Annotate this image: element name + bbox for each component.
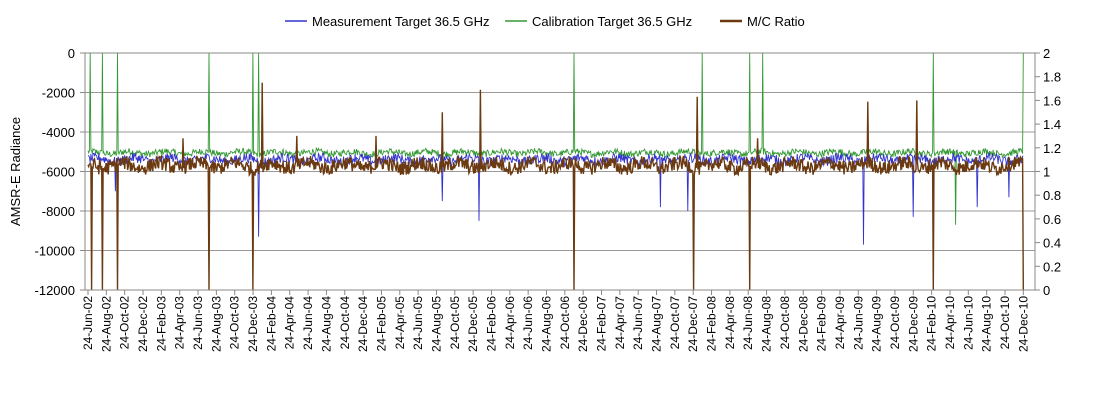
y-tick-label: -12000 (35, 283, 75, 298)
y2-tick-label: 0.8 (1043, 188, 1061, 203)
series-line-2 (87, 82, 1024, 291)
x-tick-label: 24-Aug-07 (650, 296, 664, 352)
x-tick-label: 24-Dec-08 (796, 296, 810, 352)
x-tick-label: 24-Jun-03 (191, 296, 205, 350)
x-tick-label: 24-Apr-04 (283, 296, 297, 350)
y2-tick-label: 1.4 (1043, 117, 1061, 132)
x-tick-label: 24-Dec-05 (466, 296, 480, 352)
x-tick-label: 24-Oct-03 (228, 296, 242, 350)
x-tick-label: 24-Aug-06 (539, 296, 553, 352)
x-tick-label: 24-Dec-06 (576, 296, 590, 352)
x-tick-label: 24-Aug-02 (99, 296, 113, 352)
x-tick-label: 24-Feb-06 (484, 296, 498, 352)
x-tick-label: 24-Dec-03 (246, 296, 260, 352)
x-tick-label: 24-Feb-05 (374, 296, 388, 352)
y-axis-label: AMSR-E Radiance (8, 117, 23, 226)
y2-axis-ticks: 2 1.8 1.6 1.4 1.2 1 0.8 0.6 0.4 0.2 0 (1035, 46, 1061, 298)
x-tick-label: 24-Aug-09 (870, 296, 884, 352)
y2-tick-label: 1.8 (1043, 70, 1061, 85)
legend: Measurement Target 36.5 GHz Calibration T… (285, 14, 805, 29)
y2-tick-label: 0.2 (1043, 259, 1061, 274)
x-tick-label: 24-Dec-04 (356, 296, 370, 352)
legend-label: M/C Ratio (747, 14, 805, 29)
y2-tick-label: 1.6 (1043, 93, 1061, 108)
y2-tick-label: 1 (1043, 165, 1050, 180)
x-tick-label: 24-Aug-04 (319, 296, 333, 352)
x-tick-label: 24-Jun-08 (741, 296, 755, 350)
x-tick-label: 24-Jun-02 (81, 296, 95, 350)
x-tick-label: 24-Aug-08 (760, 296, 774, 352)
legend-label: Measurement Target 36.5 GHz (312, 14, 490, 29)
y-tick-label: -10000 (35, 244, 75, 259)
x-tick-label: 24-Feb-07 (595, 296, 609, 352)
series-layer (87, 52, 1024, 291)
legend-label: Calibration Target 36.5 GHz (532, 14, 692, 29)
y2-tick-label: 0.6 (1043, 212, 1061, 227)
x-tick-label: 24-Apr-06 (503, 296, 517, 350)
y-tick-label: 0 (68, 46, 75, 61)
x-tick-label: 24-Dec-07 (686, 296, 700, 352)
x-tick-label: 24-Oct-04 (338, 296, 352, 350)
x-tick-label: 24-Apr-09 (833, 296, 847, 350)
x-tick-label: 24-Apr-03 (173, 296, 187, 350)
x-tick-label: 24-Jun-04 (301, 296, 315, 350)
x-tick-label: 24-Feb-04 (264, 296, 278, 352)
x-tick-label: 24-Jun-06 (521, 296, 535, 350)
x-axis-ticks: 24-Jun-02 24-Aug-02 24-Oct-02 24-Dec-02 24-F… (81, 290, 1030, 352)
y-tick-label: -4000 (42, 125, 75, 140)
y-tick-label: -6000 (42, 165, 75, 180)
series-line-1 (87, 52, 1024, 225)
x-tick-label: 24-Apr-07 (613, 296, 627, 350)
x-tick-label: 24-Feb-09 (815, 296, 829, 352)
x-tick-label: 24-Apr-08 (723, 296, 737, 350)
x-tick-label: 24-Oct-02 (118, 296, 132, 350)
x-tick-label: 24-Jun-10 (961, 296, 975, 350)
x-tick-label: 24-Apr-10 (943, 296, 957, 350)
x-tick-label: 24-Feb-10 (925, 296, 939, 352)
x-tick-label: 24-Oct-10 (998, 296, 1012, 350)
x-tick-label: 24-Oct-07 (668, 296, 682, 350)
x-tick-label: 24-Aug-05 (429, 296, 443, 352)
x-tick-label: 24-Oct-05 (448, 296, 462, 350)
x-tick-label: 24-Feb-08 (705, 296, 719, 352)
x-tick-label: 24-Jun-05 (411, 296, 425, 350)
x-tick-label: 24-Oct-06 (558, 296, 572, 350)
y2-tick-label: 0 (1043, 283, 1050, 298)
x-tick-label: 24-Oct-09 (888, 296, 902, 350)
y-axis-ticks: 0 -2000 -4000 -6000 -8000 -10000 -12000 (35, 46, 85, 298)
x-tick-label: 24-Dec-09 (906, 296, 920, 352)
y2-tick-label: 1.2 (1043, 141, 1061, 156)
x-tick-label: 24-Jun-07 (631, 296, 645, 350)
x-tick-label: 24-Aug-10 (980, 296, 994, 352)
y2-tick-label: 2 (1043, 46, 1050, 61)
grid (85, 92, 1035, 291)
x-tick-label: 24-Jun-09 (851, 296, 865, 350)
y-tick-label: -2000 (42, 86, 75, 101)
x-tick-label: 24-Apr-05 (393, 296, 407, 350)
y-tick-label: -8000 (42, 204, 75, 219)
x-tick-label: 24-Dec-10 (1016, 296, 1030, 352)
x-tick-label: 24-Aug-03 (209, 296, 223, 352)
x-tick-label: 24-Oct-08 (778, 296, 792, 350)
x-tick-label: 24-Dec-02 (136, 296, 150, 352)
y2-tick-label: 0.4 (1043, 236, 1061, 251)
x-tick-label: 24-Feb-03 (154, 296, 168, 352)
